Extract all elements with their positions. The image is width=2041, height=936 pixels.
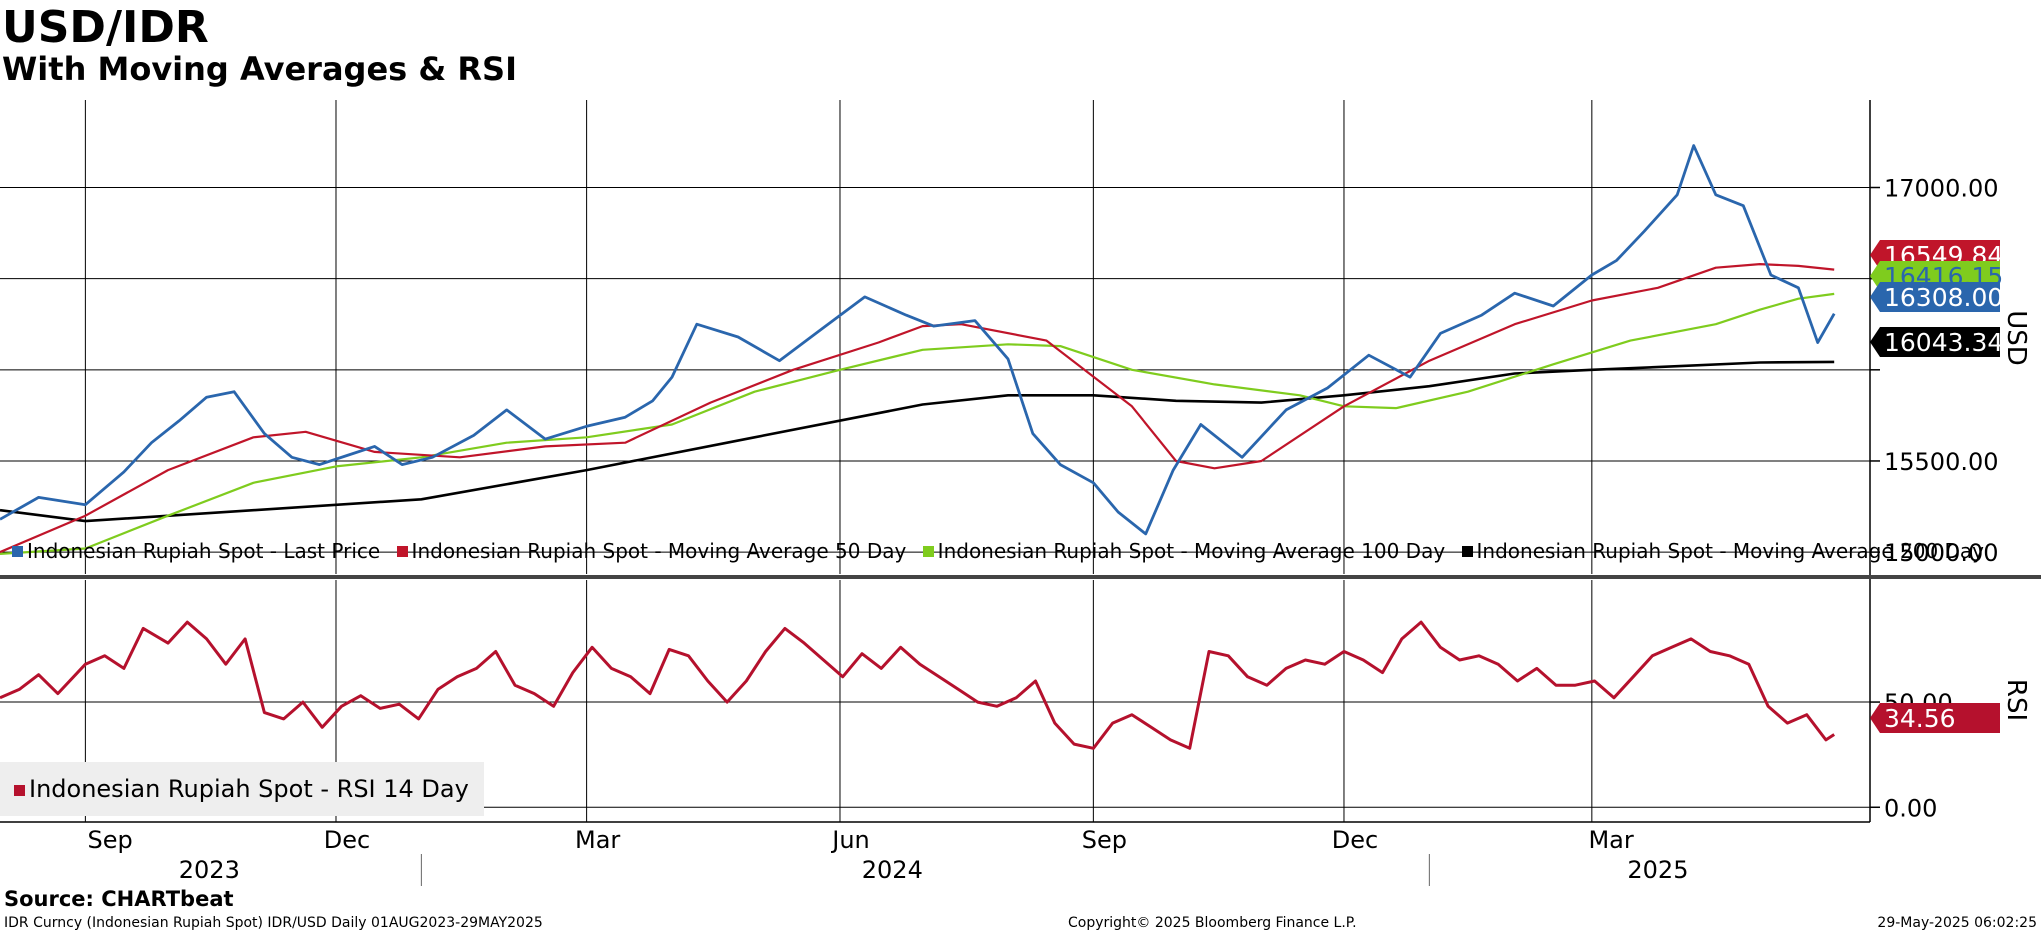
legend-swatch-ma50	[396, 546, 408, 557]
legend-item-ma200: Indonesian Rupiah Spot - Moving Average …	[1461, 539, 1984, 563]
badge-last-price-shape	[1870, 282, 2000, 312]
x-month-label-5: Dec	[1332, 826, 1378, 854]
ma50-line	[0, 263, 1835, 554]
badge-rsi-text: 34.56	[1884, 704, 1956, 733]
legend-swatch-ma200	[1461, 546, 1473, 557]
badge-last-price-text: 16308.00	[1884, 283, 2003, 312]
source-note: Source: CHARTbeat	[4, 887, 234, 911]
price-axis-title: USD	[2001, 310, 2031, 366]
footer-description: IDR Curncy (Indonesian Rupiah Spot) IDR/…	[4, 915, 543, 931]
rsi-series-group	[0, 620, 1836, 750]
x-month-label-1: Dec	[324, 826, 370, 854]
price-legend: Indonesian Rupiah Spot - Last Price Indo…	[12, 539, 1984, 563]
legend-swatch-ma100	[922, 546, 934, 557]
legend-item-ma100: Indonesian Rupiah Spot - Moving Average …	[922, 539, 1452, 563]
x-month-label-3: Jun	[830, 826, 870, 854]
ma200-line	[0, 360, 1835, 523]
price-ytick-label-0: 17000.00	[1884, 175, 1999, 203]
ma100-line	[0, 292, 1835, 555]
price-series-group	[0, 144, 1836, 555]
x-year-label-2: 2025	[1627, 856, 1688, 884]
rsi-ytick-label-1: 0.00	[1884, 794, 1937, 822]
legend-swatch-rsi	[14, 785, 25, 796]
x-year-label-1: 2024	[862, 856, 923, 884]
legend-item-ma50: Indonesian Rupiah Spot - Moving Average …	[396, 539, 913, 563]
axes-group: 17000.0015500.0015000.0050.000.00USDRSIS…	[0, 100, 2041, 886]
x-year-label-0: 2023	[179, 856, 240, 884]
x-month-label-2: Mar	[575, 826, 620, 854]
x-month-label-4: Sep	[1082, 826, 1127, 854]
footer-copyright: Copyright© 2025 Bloomberg Finance L.P.	[1068, 915, 1357, 931]
legend-swatch-price	[12, 546, 23, 557]
rsi-line	[0, 620, 1836, 750]
price-ytick-label-2: 15000.00	[1884, 539, 1999, 567]
footer-timestamp: 29-May-2025 06:02:25	[1877, 915, 2037, 931]
legend-item-last-price: Indonesian Rupiah Spot - Last Price	[12, 539, 387, 563]
price-grid	[0, 100, 1870, 574]
chart-title: USD/IDR	[2, 2, 209, 53]
last-price-line	[0, 144, 1836, 536]
x-month-label-0: Sep	[88, 826, 133, 854]
x-month-label-6: Mar	[1588, 826, 1633, 854]
price-ytick-label-1: 15500.00	[1884, 448, 1999, 476]
badge-rsi-shape	[1870, 703, 2000, 733]
chart-subtitle: With Moving Averages & RSI	[2, 50, 517, 88]
legend-item-rsi: Indonesian Rupiah Spot - RSI 14 Day	[29, 775, 469, 803]
rsi-axis-title: RSI	[2001, 679, 2031, 721]
badge-ma200-shape	[1870, 327, 2000, 357]
badge-ma200-text: 16043.34	[1884, 328, 2003, 357]
rsi-legend: Indonesian Rupiah Spot - RSI 14 Day	[0, 762, 484, 816]
